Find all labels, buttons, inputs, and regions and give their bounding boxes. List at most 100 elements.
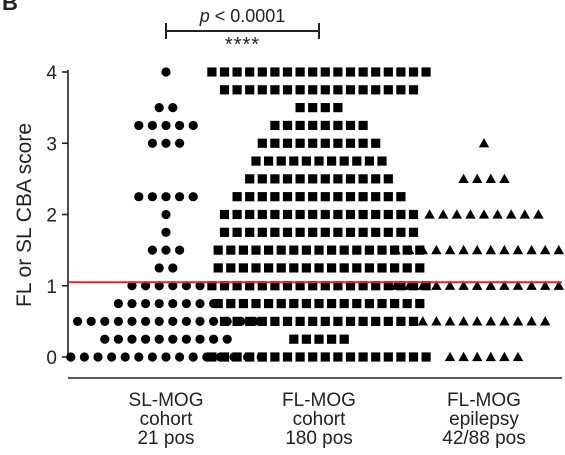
data-point-square (345, 281, 356, 291)
data-point-square (245, 352, 255, 362)
data-point-square (421, 281, 431, 291)
data-point-circle (127, 334, 137, 344)
data-point-circle (175, 192, 185, 202)
data-point-square (339, 334, 349, 344)
data-point-square (320, 352, 330, 362)
data-point-square (219, 85, 230, 95)
data-point-triangle (444, 351, 456, 362)
data-point-square (358, 192, 368, 202)
data-point-square (320, 120, 330, 131)
data-point-square (320, 209, 330, 220)
data-point-square (371, 174, 381, 184)
y-tick-label: 4 (46, 63, 57, 84)
data-point-triangle (458, 316, 469, 326)
data-point-square (301, 156, 311, 166)
data-point-square (333, 316, 343, 326)
data-point-triangle (512, 316, 524, 326)
data-point-square (295, 352, 305, 362)
data-point-square (352, 263, 362, 273)
data-point-square (396, 67, 406, 77)
data-point-square (377, 298, 387, 309)
data-point-square (383, 209, 393, 220)
data-point-square (226, 245, 236, 255)
data-point-triangle (485, 280, 496, 290)
data-point-triangle (417, 244, 428, 255)
data-point-square (232, 281, 242, 291)
data-point-triangle (499, 280, 510, 290)
data-point-square (345, 192, 356, 202)
data-point-circle (141, 298, 151, 309)
data-point-triangle (458, 351, 469, 362)
data-point-triangle (485, 244, 496, 255)
data-point-square (289, 156, 299, 166)
data-point-square (352, 245, 362, 255)
data-point-circle (188, 352, 198, 362)
data-point-square (295, 85, 305, 95)
data-point-square (320, 316, 330, 326)
data-point-circle (141, 281, 151, 291)
data-point-square (320, 138, 330, 148)
data-point-square (232, 316, 242, 326)
data-point-square (219, 209, 230, 220)
data-point-triangle (540, 316, 551, 326)
data-point-square (408, 67, 419, 77)
data-point-square (282, 120, 293, 131)
data-point-circle (168, 281, 178, 291)
data-point-square (238, 298, 248, 309)
data-point-square (314, 263, 324, 273)
data-point-circle (168, 316, 178, 326)
data-point-square (383, 174, 393, 184)
data-point-triangle (506, 209, 517, 219)
data-point-square (226, 298, 236, 309)
data-point-circle (134, 352, 144, 362)
data-point-square (270, 281, 280, 291)
data-point-square (270, 192, 280, 202)
data-point-square (327, 263, 337, 273)
data-point-square (371, 316, 381, 326)
data-point-square (327, 245, 337, 255)
data-point-circle (168, 334, 178, 344)
data-point-triangle (451, 209, 462, 219)
category-labels: SL-MOG cohort 21 pos FL-MOG cohort 180 pos FL-… (129, 390, 526, 449)
data-point-square (276, 245, 286, 255)
data-point-square (257, 352, 267, 362)
data-point-square (345, 352, 356, 362)
y-tick-label: 1 (46, 277, 57, 298)
data-point-circle (147, 352, 157, 362)
data-point-circle (175, 245, 185, 255)
data-point-circle (154, 263, 164, 273)
data-point-circle (154, 334, 164, 344)
data-point-square (383, 192, 393, 202)
data-point-square (251, 263, 261, 273)
data-point-circle (154, 316, 164, 326)
data-point-circle (161, 245, 171, 255)
data-point-square (402, 263, 412, 273)
data-point-square (289, 263, 299, 273)
data-point-square (308, 103, 318, 113)
data-point-square (308, 209, 318, 220)
data-point-square (207, 67, 217, 77)
data-point-square (270, 227, 280, 237)
data-point-square (408, 352, 419, 362)
data-point-triangle (472, 244, 483, 255)
data-point-circle (147, 138, 157, 148)
data-point-circle (188, 120, 198, 131)
data-point-square (390, 263, 400, 273)
data-point-triangle (404, 244, 415, 255)
data-point-square (339, 156, 349, 166)
data-point-square (295, 281, 305, 291)
data-point-square (339, 245, 349, 255)
data-point-triangle (499, 351, 510, 362)
data-point-square (264, 298, 274, 309)
data-point-triangle (417, 316, 428, 326)
data-point-circle (181, 316, 191, 326)
data-point-circle (168, 298, 178, 309)
data-point-square (226, 263, 236, 273)
data-point-square (245, 316, 255, 326)
data-point-square (371, 209, 381, 220)
data-point-square (295, 103, 305, 113)
data-point-square (264, 263, 274, 273)
data-point-square (289, 245, 299, 255)
data-point-square (320, 281, 330, 291)
